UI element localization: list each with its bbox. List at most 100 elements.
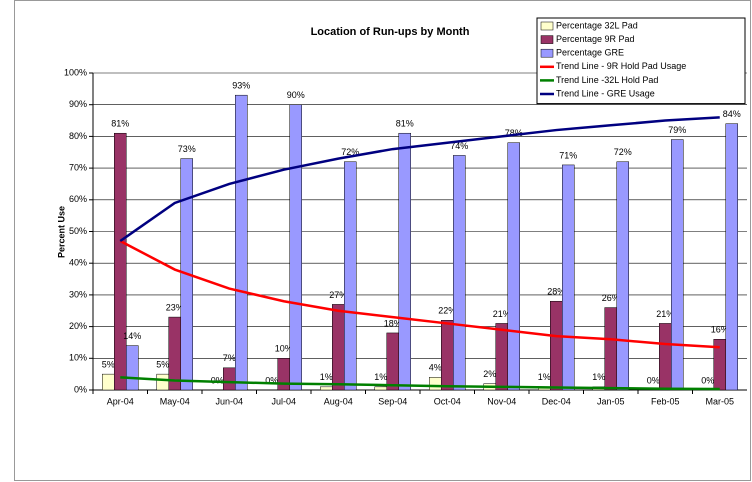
bar: [223, 367, 236, 391]
trend-line: [120, 376, 720, 391]
bar: [374, 386, 387, 391]
bar: [320, 386, 333, 391]
x-tick-label: Jan-05: [597, 396, 625, 406]
data-label: 81%: [396, 119, 414, 129]
data-label: 0%: [701, 375, 714, 385]
y-tick-label: 90%: [69, 99, 87, 109]
y-tick-label: 100%: [64, 67, 87, 77]
y-tick-label: 70%: [69, 162, 87, 172]
bar: [550, 300, 563, 391]
legend-swatch: [540, 21, 554, 31]
data-label: 0%: [211, 375, 224, 385]
trend-line: [119, 116, 720, 243]
bar: [398, 132, 411, 391]
bar: [725, 123, 738, 391]
legend-label: Percentage 32L Pad: [556, 20, 638, 30]
data-label: 21%: [493, 309, 511, 319]
data-label: 7%: [223, 353, 236, 363]
data-label: 28%: [547, 287, 565, 297]
y-axis-label: Percent Use: [56, 206, 66, 258]
bar: [507, 142, 520, 391]
data-label: 71%: [559, 150, 577, 160]
y-tick-label: 40%: [69, 258, 87, 268]
data-label: 1%: [538, 372, 551, 382]
bar: [441, 320, 454, 391]
data-label: 72%: [614, 147, 632, 157]
data-label: 22%: [438, 306, 456, 316]
bar: [386, 332, 399, 391]
x-tick-label: Dec-04: [542, 396, 571, 406]
bar: [114, 132, 127, 391]
bar: [604, 307, 617, 391]
data-label: 10%: [275, 344, 293, 354]
data-label: 84%: [723, 109, 741, 119]
bar: [659, 323, 672, 391]
data-label: 93%: [232, 81, 250, 91]
data-label: 14%: [123, 331, 141, 341]
bar: [616, 161, 629, 391]
data-label: 27%: [329, 290, 347, 300]
bar: [429, 377, 442, 391]
data-label: 5%: [156, 360, 169, 370]
bar: [671, 139, 684, 391]
data-label: 0%: [265, 375, 278, 385]
x-tick-label: Feb-05: [651, 396, 680, 406]
x-tick-label: Aug-04: [324, 396, 353, 406]
y-tick-label: 50%: [69, 226, 87, 236]
x-tick-label: Apr-04: [107, 396, 134, 406]
data-label: 2%: [483, 369, 496, 379]
data-label: 1%: [320, 372, 333, 382]
data-label: 90%: [287, 90, 305, 100]
bar: [235, 94, 248, 391]
bar: [344, 161, 357, 391]
data-label: 81%: [111, 119, 129, 129]
data-label: 1%: [592, 372, 605, 382]
bar: [453, 155, 466, 391]
x-tick-label: Nov-04: [487, 396, 516, 406]
y-tick-label: 60%: [69, 194, 87, 204]
data-label: 78%: [505, 128, 523, 138]
y-tick-label: 0%: [74, 384, 87, 394]
y-tick-label: 80%: [69, 131, 87, 141]
bar: [495, 323, 508, 391]
data-label: 74%: [450, 141, 468, 151]
data-label: 16%: [711, 325, 729, 335]
bar: [562, 164, 575, 391]
bar: [102, 373, 115, 391]
data-label: 21%: [656, 309, 674, 319]
chart-title: Location of Run-ups by Month: [311, 26, 470, 38]
x-tick-label: Mar-05: [705, 396, 734, 406]
data-label: 4%: [429, 363, 442, 373]
data-label: 23%: [166, 302, 184, 312]
x-tick-label: Sep-04: [378, 396, 407, 406]
data-label: 18%: [384, 318, 402, 328]
y-tick-label: 30%: [69, 289, 87, 299]
bar: [126, 345, 139, 391]
legend-label: Trend Line - GRE Usage: [556, 88, 655, 98]
data-label: 0%: [647, 375, 660, 385]
bar: [277, 358, 290, 391]
x-tick-label: Oct-04: [434, 396, 461, 406]
data-label: 5%: [102, 360, 115, 370]
data-label: 73%: [178, 144, 196, 154]
data-label: 72%: [341, 147, 359, 157]
x-tick-label: Jul-04: [271, 396, 296, 406]
x-tick-label: Jun-04: [215, 396, 243, 406]
bar: [332, 304, 345, 391]
bar: [289, 104, 302, 391]
legend-swatch: [540, 48, 554, 58]
legend-box: [536, 17, 746, 105]
data-label: 1%: [374, 372, 387, 382]
legend-swatch: [540, 35, 554, 44]
x-tick-label: May-04: [160, 396, 190, 406]
data-label: 26%: [602, 293, 620, 303]
legend-label: Percentage GRE: [556, 48, 624, 58]
trend-line: [119, 239, 720, 349]
legend-label: Percentage 9R Pad: [556, 34, 635, 44]
legend-label: Trend Line - 9R Hold Pad Usage: [556, 61, 686, 71]
y-tick-label: 20%: [69, 321, 87, 331]
data-label: 79%: [668, 125, 686, 135]
legend-label: Trend Line -32L Hold Pad: [556, 75, 658, 85]
bar: [156, 373, 169, 391]
